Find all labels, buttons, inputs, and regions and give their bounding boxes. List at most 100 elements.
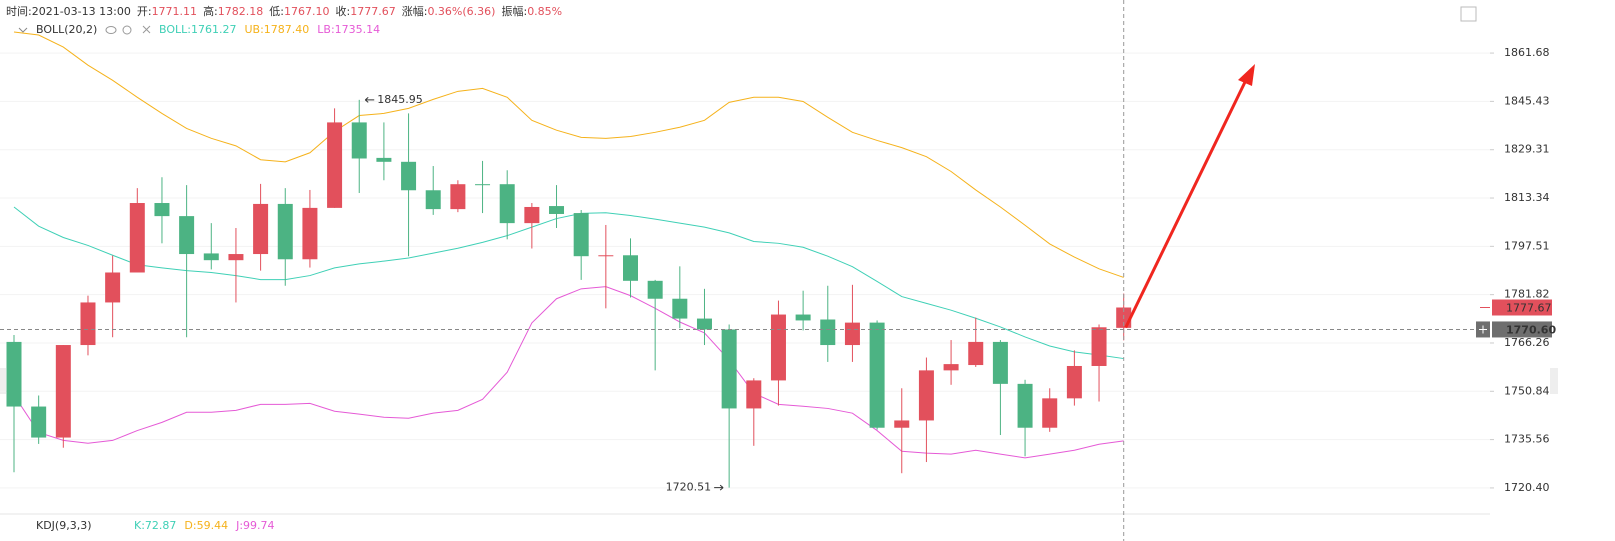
candle-body <box>475 184 491 186</box>
header-value: 1777.67 <box>350 5 396 18</box>
candle-body <box>894 420 910 428</box>
low-annotation: 1720.51 <box>666 481 712 494</box>
legend-entry: BOLL:1761.27 <box>159 23 236 36</box>
y-tick-label: 1797.51 <box>1504 239 1550 252</box>
header-value: 1767.10 <box>284 5 330 18</box>
candle-body <box>228 254 244 261</box>
trend-arrow-head <box>1238 64 1255 86</box>
candle-body <box>672 298 688 319</box>
boll-line <box>13 31 1124 278</box>
header-label: 涨幅: <box>402 5 428 18</box>
candle-body <box>129 203 145 273</box>
candle-body <box>992 341 1008 384</box>
scroll-left[interactable] <box>0 368 6 394</box>
candle-body <box>1066 365 1082 399</box>
candle-body <box>573 213 589 257</box>
candle-body <box>203 253 219 261</box>
y-tick-label: 1861.68 <box>1504 46 1550 59</box>
header: 时间:2021-03-13 13:00 开:1771.11 高:1782.18 低:1… <box>6 4 562 18</box>
scroll-right[interactable] <box>1550 368 1558 394</box>
legend: BOLL:1761.27 UB:1787.40 LB:1735.14 <box>159 23 380 36</box>
header-label: 振幅: <box>501 4 527 18</box>
candle-body <box>968 341 984 366</box>
candle-body <box>721 329 737 409</box>
settings-icon[interactable] <box>122 25 132 35</box>
candle-body <box>869 322 885 428</box>
boll-line <box>13 286 1124 459</box>
candle-body <box>277 203 293 260</box>
close-icon[interactable] <box>142 25 151 34</box>
kdj-entry: D:59.44 <box>184 519 228 532</box>
crosshair-plus <box>1479 325 1487 334</box>
candle-body <box>549 206 565 214</box>
y-tick-label: 1735.56 <box>1504 433 1550 446</box>
candle-body <box>401 161 417 191</box>
high-annotation: 1845.95 <box>377 93 423 106</box>
candle-body <box>327 122 343 208</box>
annotation-arrow <box>714 484 724 491</box>
candle-body <box>844 322 860 346</box>
candle-body <box>179 216 195 255</box>
y-tick-label: 1845.43 <box>1504 94 1550 107</box>
annotation-arrow <box>364 96 375 103</box>
candle-body <box>1017 383 1033 428</box>
legend-icons <box>18 25 151 35</box>
candle-body <box>351 122 367 159</box>
candle-body <box>918 370 934 421</box>
y-tick-label: 1720.40 <box>1504 481 1550 494</box>
kdj-entry: J:99.74 <box>235 519 274 532</box>
header-value: 1782.18 <box>218 5 264 18</box>
candle-body <box>105 272 121 303</box>
indicator-title: BOLL(20,2) <box>36 23 97 36</box>
header-label: 高: <box>203 4 218 18</box>
candle-body <box>376 157 392 162</box>
crosshair-label: 1770.60 <box>1506 323 1556 336</box>
last-price-box <box>1492 299 1552 316</box>
candle-body <box>647 280 663 299</box>
eye-icon[interactable] <box>105 26 117 34</box>
y-tick-label: 1781.82 <box>1504 288 1550 301</box>
header-value: 2021-03-13 13:00 <box>32 5 131 18</box>
kdj-title: KDJ(9,3,3) <box>36 519 92 532</box>
y-tick-label: 1766.26 <box>1504 336 1550 349</box>
candle-body <box>253 203 269 255</box>
last-price-label: 1777.67 <box>1506 301 1552 314</box>
header-label: 收: <box>336 4 351 18</box>
candle-body <box>795 314 811 321</box>
header-label: 开: <box>137 5 152 18</box>
candle-body <box>80 302 96 346</box>
candle-body <box>820 319 836 346</box>
header-value: 1771.11 <box>152 5 198 18</box>
candle-body <box>450 184 466 210</box>
candle-body <box>1091 327 1107 366</box>
expand-icon[interactable] <box>1460 6 1477 22</box>
candle-body <box>623 255 638 281</box>
header-label: 低: <box>269 5 284 18</box>
trend-arrow <box>1124 79 1248 329</box>
legend-entry: UB:1787.40 <box>244 23 309 36</box>
candle-body <box>696 318 712 330</box>
candle-body <box>302 207 318 260</box>
header-value: 0.36%(6.36) <box>427 5 495 18</box>
y-tick-label: 1829.31 <box>1504 143 1550 156</box>
candle-body <box>943 364 959 371</box>
candle-body <box>598 255 614 257</box>
kdj-legend: K:72.87 D:59.44 J:99.74 <box>134 519 275 532</box>
candle-body <box>425 190 441 210</box>
candle-body <box>746 380 762 409</box>
candle-body <box>770 314 786 381</box>
candle-body <box>524 206 540 224</box>
candle-body <box>1042 398 1058 428</box>
y-tick-label: 1750.84 <box>1504 384 1550 397</box>
kdj-entry: K:72.87 <box>134 519 176 532</box>
legend-entry: LB:1735.14 <box>317 23 380 36</box>
crosshair-label-box <box>1492 321 1552 338</box>
collapse-icon[interactable] <box>18 27 28 33</box>
candle-body <box>499 184 515 224</box>
candle-body <box>55 345 71 438</box>
y-tick-label: 1813.34 <box>1504 191 1550 204</box>
candle-body <box>31 406 47 438</box>
candle-body <box>154 203 170 217</box>
